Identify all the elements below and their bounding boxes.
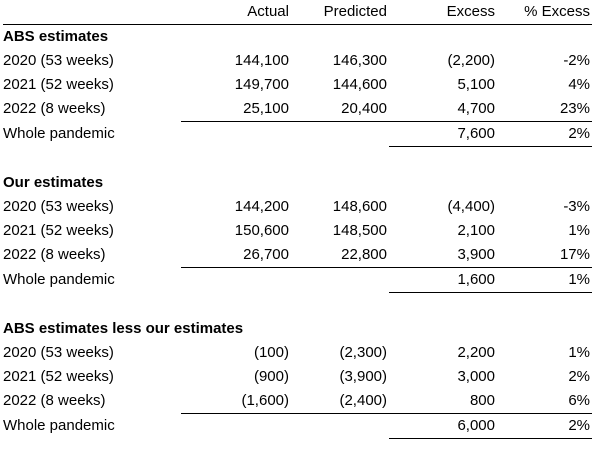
total-label: Whole pandemic	[3, 417, 115, 434]
row-label: 2022 (8 weeks)	[3, 100, 106, 118]
excess-cell: 3,900	[389, 243, 497, 268]
predicted-cell: 146,300	[332, 52, 387, 69]
excess-cell: 800	[389, 389, 497, 414]
section-title: ABS estimates	[3, 28, 109, 45]
section-heading-row: ABS estimates	[3, 25, 592, 50]
actual-cell: 149,700	[234, 76, 289, 93]
predicted-cell: 148,600	[332, 198, 387, 215]
total-excess-cell: 7,600	[389, 121, 497, 147]
pct-excess-cell: 23%	[497, 97, 592, 122]
predicted-cell	[291, 268, 389, 293]
table-row: 2020 (53 weeks) 144,100 146,300 (2,200) …	[3, 49, 592, 73]
predicted-cell	[291, 122, 389, 147]
table-row: 2021 (52 weeks) 150,600 148,500 2,100 1%	[3, 219, 592, 243]
excess-cell: 4,700	[389, 97, 497, 122]
actual-cell: 144,200	[234, 198, 289, 215]
predicted-cell: 20,400	[291, 97, 389, 122]
actual-cell: 25,100	[181, 97, 291, 122]
section-title: Our estimates	[3, 174, 104, 191]
header-actual: Actual	[181, 0, 291, 25]
actual-cell: 144,100	[234, 52, 289, 69]
total-row: Whole pandemic 7,600 2%	[3, 121, 592, 147]
actual-cell: 26,700	[181, 243, 291, 268]
actual-cell	[181, 268, 291, 293]
excess-cell: 3,000	[457, 368, 495, 385]
row-label: 2022 (8 weeks)	[3, 392, 106, 410]
actual-cell: 150,600	[234, 222, 289, 239]
row-label: 2020 (53 weeks)	[3, 52, 114, 69]
spacer-row	[3, 147, 592, 172]
total-row: Whole pandemic 6,000 2%	[3, 413, 592, 439]
table-row: 2021 (52 weeks) (900) (3,900) 3,000 2%	[3, 365, 592, 389]
header-excess: Excess	[389, 0, 497, 25]
row-label: 2021 (52 weeks)	[3, 76, 114, 93]
predicted-cell	[291, 414, 389, 439]
total-row: Whole pandemic 1,600 1%	[3, 267, 592, 293]
table-row: 2020 (53 weeks) (100) (2,300) 2,200 1%	[3, 341, 592, 365]
pct-excess-cell: 1%	[568, 344, 590, 361]
spacer-row	[3, 293, 592, 318]
pct-excess-cell: 17%	[497, 243, 592, 268]
total-excess-cell: 1,600	[389, 267, 497, 293]
total-excess-cell: 6,000	[389, 413, 497, 439]
pct-excess-cell: 1%	[568, 222, 590, 239]
table-row: 2022 (8 weeks) 25,100 20,400 4,700 23%	[3, 97, 592, 122]
row-label: 2021 (52 weeks)	[3, 222, 114, 239]
total-label: Whole pandemic	[3, 271, 115, 288]
row-label: 2022 (8 weeks)	[3, 246, 106, 264]
predicted-cell: 22,800	[291, 243, 389, 268]
pct-excess-cell: -2%	[563, 52, 590, 69]
table-row: 2021 (52 weeks) 149,700 144,600 5,100 4%	[3, 73, 592, 97]
header-row: Actual Predicted Excess % Excess	[3, 0, 592, 25]
actual-cell: (1,600)	[181, 389, 291, 414]
actual-cell: (900)	[253, 368, 289, 385]
total-pct-excess-cell: 2%	[497, 413, 592, 439]
actual-cell	[181, 414, 291, 439]
table-row: 2020 (53 weeks) 144,200 148,600 (4,400) …	[3, 195, 592, 219]
excess-deaths-table: Actual Predicted Excess % Excess ABS est…	[3, 0, 592, 439]
predicted-cell: (2,300)	[339, 344, 387, 361]
header-label-cell	[3, 0, 181, 25]
row-label: 2021 (52 weeks)	[3, 368, 114, 385]
pct-excess-cell: 2%	[568, 368, 590, 385]
total-pct-excess-cell: 1%	[497, 267, 592, 293]
table-row: 2022 (8 weeks) 26,700 22,800 3,900 17%	[3, 243, 592, 268]
actual-cell	[181, 122, 291, 147]
row-label: 2020 (53 weeks)	[3, 198, 114, 215]
table-row: 2022 (8 weeks) (1,600) (2,400) 800 6%	[3, 389, 592, 414]
section-title: ABS estimates less our estimates	[3, 320, 244, 337]
predicted-cell: (2,400)	[291, 389, 389, 414]
header-predicted: Predicted	[291, 0, 389, 25]
section-heading-row: Our estimates	[3, 171, 592, 195]
section-heading-row: ABS estimates less our estimates	[3, 317, 592, 341]
excess-cell: (4,400)	[447, 198, 495, 215]
pct-excess-cell: 4%	[568, 76, 590, 93]
total-label: Whole pandemic	[3, 125, 115, 142]
excess-cell: (2,200)	[447, 52, 495, 69]
pct-excess-cell: 6%	[497, 389, 592, 414]
pct-excess-cell: -3%	[563, 198, 590, 215]
excess-cell: 2,100	[457, 222, 495, 239]
header-pct-excess: % Excess	[497, 0, 592, 25]
total-pct-excess-cell: 2%	[497, 121, 592, 147]
predicted-cell: 148,500	[332, 222, 387, 239]
predicted-cell: (3,900)	[339, 368, 387, 385]
excess-cell: 2,200	[457, 344, 495, 361]
actual-cell: (100)	[253, 344, 289, 361]
row-label: 2020 (53 weeks)	[3, 344, 114, 361]
spacer-cell	[3, 293, 592, 318]
spacer-cell	[3, 147, 592, 172]
predicted-cell: 144,600	[332, 76, 387, 93]
excess-cell: 5,100	[457, 76, 495, 93]
